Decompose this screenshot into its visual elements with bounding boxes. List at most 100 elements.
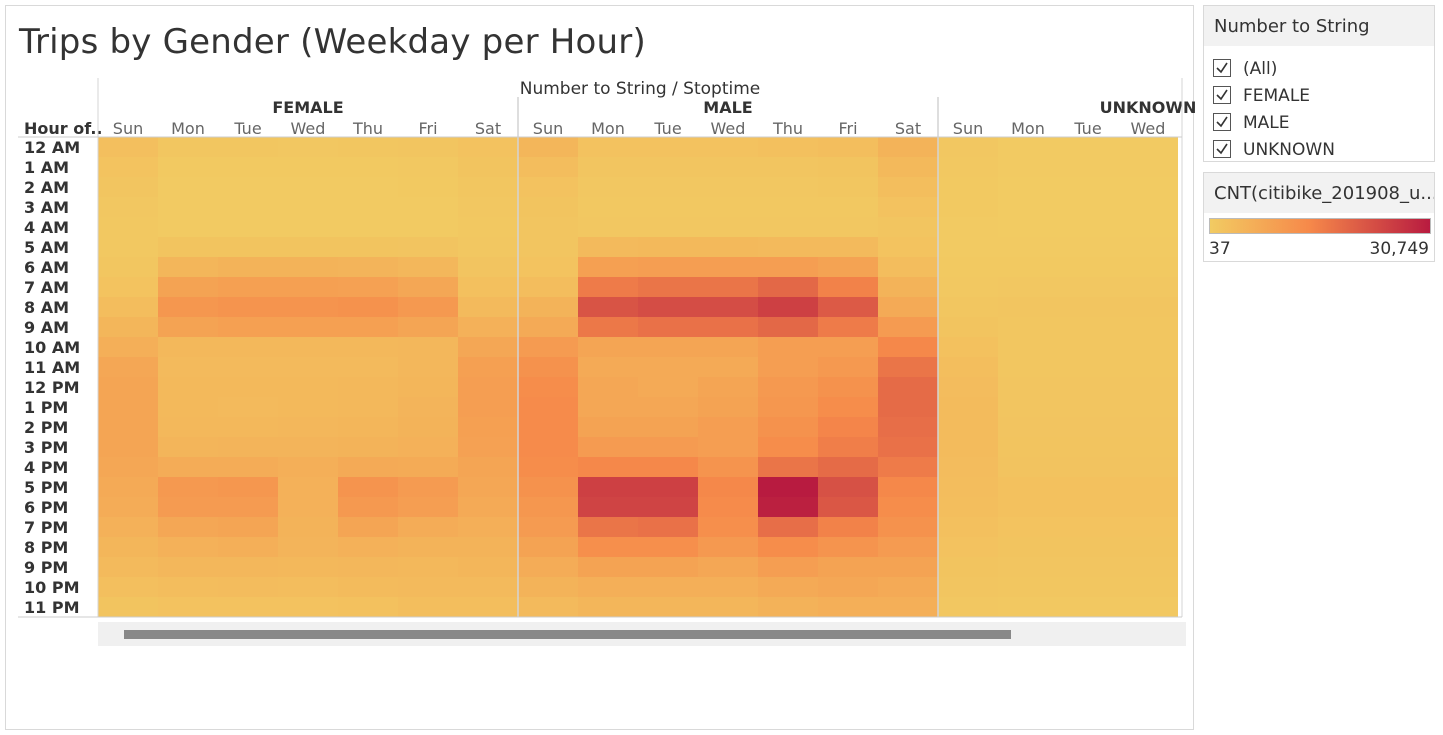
heatmap-cell-female-mon-11-am[interactable] xyxy=(158,357,218,377)
heatmap-cell-female-wed-1-am[interactable] xyxy=(278,157,338,177)
heatmap-cell-unknown-wed-7-am[interactable] xyxy=(1118,277,1178,297)
heatmap-cell-unknown-tue-5-am[interactable] xyxy=(1058,237,1118,257)
heatmap-cell-male-thu-5-pm[interactable] xyxy=(758,477,818,497)
heatmap-cell-female-mon-8-am[interactable] xyxy=(158,297,218,317)
heatmap-cell-male-sat-1-pm[interactable] xyxy=(878,397,938,417)
heatmap-cell-female-fri-12-pm[interactable] xyxy=(398,377,458,397)
heatmap-cell-female-sat-3-am[interactable] xyxy=(458,197,518,217)
heatmap-cell-female-thu-7-am[interactable] xyxy=(338,277,398,297)
heatmap-cell-unknown-sun-8-pm[interactable] xyxy=(938,537,998,557)
heatmap-cell-female-mon-5-pm[interactable] xyxy=(158,477,218,497)
heatmap-cell-unknown-mon-12-am[interactable] xyxy=(998,137,1058,157)
heatmap-cell-female-wed-5-am[interactable] xyxy=(278,237,338,257)
heatmap-cell-male-sun-11-am[interactable] xyxy=(518,357,578,377)
heatmap-cell-male-sat-5-am[interactable] xyxy=(878,237,938,257)
heatmap-cell-female-tue-8-pm[interactable] xyxy=(218,537,278,557)
heatmap-cell-female-mon-10-am[interactable] xyxy=(158,337,218,357)
heatmap-cell-unknown-mon-3-am[interactable] xyxy=(998,197,1058,217)
heatmap-cell-unknown-wed-1-am[interactable] xyxy=(1118,157,1178,177)
heatmap-cell-unknown-sun-5-pm[interactable] xyxy=(938,477,998,497)
heatmap-cell-female-tue-11-pm[interactable] xyxy=(218,597,278,617)
heatmap-cell-unknown-sun-12-am[interactable] xyxy=(938,137,998,157)
heatmap-cell-male-wed-10-am[interactable] xyxy=(698,337,758,357)
heatmap-cell-unknown-tue-7-pm[interactable] xyxy=(1058,517,1118,537)
heatmap-cell-male-fri-7-pm[interactable] xyxy=(818,517,878,537)
heatmap-cell-male-thu-2-am[interactable] xyxy=(758,177,818,197)
heatmap-cell-female-sun-8-am[interactable] xyxy=(98,297,158,317)
heatmap-cell-male-tue-7-am[interactable] xyxy=(638,277,698,297)
heatmap-cell-male-tue-5-pm[interactable] xyxy=(638,477,698,497)
heatmap-cell-female-fri-2-am[interactable] xyxy=(398,177,458,197)
heatmap-cell-male-mon-8-am[interactable] xyxy=(578,297,638,317)
heatmap-cell-male-mon-12-am[interactable] xyxy=(578,137,638,157)
heatmap-cell-female-sat-6-pm[interactable] xyxy=(458,497,518,517)
heatmap-cell-male-wed-3-pm[interactable] xyxy=(698,437,758,457)
heatmap-cell-unknown-wed-2-pm[interactable] xyxy=(1118,417,1178,437)
heatmap-cell-male-wed-12-pm[interactable] xyxy=(698,377,758,397)
heatmap-cell-female-sun-5-am[interactable] xyxy=(98,237,158,257)
heatmap-cell-female-thu-11-pm[interactable] xyxy=(338,597,398,617)
heatmap-cell-male-thu-9-pm[interactable] xyxy=(758,557,818,577)
heatmap-cell-female-fri-7-pm[interactable] xyxy=(398,517,458,537)
heatmap-cell-male-wed-8-pm[interactable] xyxy=(698,537,758,557)
heatmap-cell-male-mon-3-pm[interactable] xyxy=(578,437,638,457)
heatmap-cell-female-tue-10-pm[interactable] xyxy=(218,577,278,597)
heatmap-cell-male-tue-2-am[interactable] xyxy=(638,177,698,197)
heatmap-cell-female-thu-7-pm[interactable] xyxy=(338,517,398,537)
heatmap-cell-male-mon-5-pm[interactable] xyxy=(578,477,638,497)
heatmap-cell-female-tue-1-am[interactable] xyxy=(218,157,278,177)
heatmap-cell-female-fri-10-am[interactable] xyxy=(398,337,458,357)
heatmap-cell-unknown-mon-4-am[interactable] xyxy=(998,217,1058,237)
heatmap-cell-male-tue-10-pm[interactable] xyxy=(638,577,698,597)
heatmap-cell-unknown-sun-8-am[interactable] xyxy=(938,297,998,317)
heatmap-cell-male-fri-8-pm[interactable] xyxy=(818,537,878,557)
heatmap-cell-female-sun-7-am[interactable] xyxy=(98,277,158,297)
heatmap-cell-male-fri-6-am[interactable] xyxy=(818,257,878,277)
heatmap-cell-unknown-wed-6-pm[interactable] xyxy=(1118,497,1178,517)
heatmap-cell-male-sat-3-pm[interactable] xyxy=(878,437,938,457)
heatmap-cell-female-thu-2-am[interactable] xyxy=(338,177,398,197)
heatmap-cell-male-sat-4-am[interactable] xyxy=(878,217,938,237)
heatmap-cell-female-fri-7-am[interactable] xyxy=(398,277,458,297)
heatmap-cell-female-fri-9-pm[interactable] xyxy=(398,557,458,577)
heatmap-cell-unknown-wed-8-am[interactable] xyxy=(1118,297,1178,317)
heatmap-cell-female-sat-8-pm[interactable] xyxy=(458,537,518,557)
heatmap-cell-female-tue-4-am[interactable] xyxy=(218,217,278,237)
heatmap-cell-female-mon-1-am[interactable] xyxy=(158,157,218,177)
heatmap-cell-unknown-tue-3-pm[interactable] xyxy=(1058,437,1118,457)
heatmap-cell-unknown-mon-7-pm[interactable] xyxy=(998,517,1058,537)
heatmap-cell-unknown-wed-5-pm[interactable] xyxy=(1118,477,1178,497)
heatmap-cell-male-tue-9-am[interactable] xyxy=(638,317,698,337)
heatmap-cell-male-sat-11-am[interactable] xyxy=(878,357,938,377)
heatmap-cell-male-fri-8-am[interactable] xyxy=(818,297,878,317)
heatmap-cell-male-sun-9-am[interactable] xyxy=(518,317,578,337)
heatmap-cell-female-mon-10-pm[interactable] xyxy=(158,577,218,597)
heatmap-cell-female-fri-12-am[interactable] xyxy=(398,137,458,157)
heatmap-cell-unknown-wed-6-am[interactable] xyxy=(1118,257,1178,277)
heatmap-cell-male-sat-6-pm[interactable] xyxy=(878,497,938,517)
heatmap-cell-male-mon-4-am[interactable] xyxy=(578,217,638,237)
heatmap-cell-unknown-sun-7-pm[interactable] xyxy=(938,517,998,537)
heatmap-cell-male-thu-8-pm[interactable] xyxy=(758,537,818,557)
heatmap-cell-male-fri-3-pm[interactable] xyxy=(818,437,878,457)
heatmap-cell-female-tue-4-pm[interactable] xyxy=(218,457,278,477)
heatmap-cell-male-fri-9-am[interactable] xyxy=(818,317,878,337)
heatmap-cell-male-mon-2-pm[interactable] xyxy=(578,417,638,437)
heatmap-cell-male-sun-10-am[interactable] xyxy=(518,337,578,357)
heatmap-cell-unknown-wed-10-am[interactable] xyxy=(1118,337,1178,357)
heatmap-cell-male-sun-6-pm[interactable] xyxy=(518,497,578,517)
heatmap-cell-unknown-wed-9-pm[interactable] xyxy=(1118,557,1178,577)
heatmap-cell-male-wed-5-am[interactable] xyxy=(698,237,758,257)
heatmap-cell-male-sat-1-am[interactable] xyxy=(878,157,938,177)
heatmap-cell-unknown-sun-2-am[interactable] xyxy=(938,177,998,197)
heatmap-cell-male-fri-11-am[interactable] xyxy=(818,357,878,377)
heatmap-cell-female-sun-9-am[interactable] xyxy=(98,317,158,337)
heatmap-cell-unknown-sun-5-am[interactable] xyxy=(938,237,998,257)
heatmap-cell-unknown-tue-10-am[interactable] xyxy=(1058,337,1118,357)
heatmap-cell-unknown-tue-11-pm[interactable] xyxy=(1058,597,1118,617)
heatmap-cell-male-fri-3-am[interactable] xyxy=(818,197,878,217)
heatmap-cell-male-thu-7-am[interactable] xyxy=(758,277,818,297)
heatmap-cell-male-mon-4-pm[interactable] xyxy=(578,457,638,477)
heatmap-cell-female-sat-6-am[interactable] xyxy=(458,257,518,277)
heatmap-cell-female-sat-7-pm[interactable] xyxy=(458,517,518,537)
